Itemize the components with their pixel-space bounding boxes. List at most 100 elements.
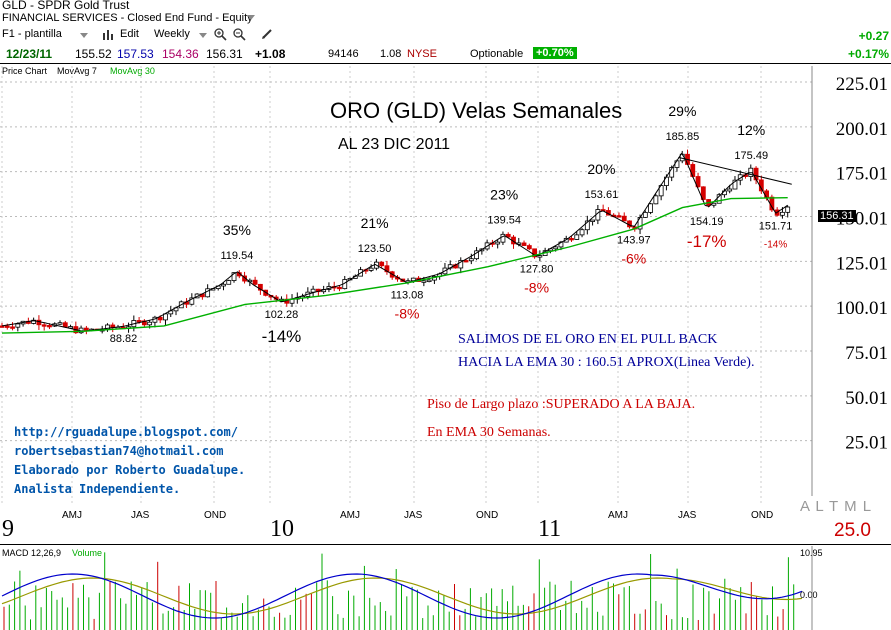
category-bar: FINANCIAL SERVICES - Closed End Fund - E… bbox=[0, 12, 891, 25]
chart-label-gain: 20% bbox=[587, 161, 615, 177]
candle-body bbox=[500, 233, 506, 243]
chart-label-loss: -8% bbox=[395, 306, 420, 322]
candle-body bbox=[136, 320, 142, 323]
period-dropdown-icon[interactable] bbox=[199, 33, 207, 39]
candle-body bbox=[368, 267, 374, 271]
candle-body bbox=[226, 280, 232, 285]
footer-email[interactable]: robertsebastian74@hotmail.com bbox=[14, 444, 224, 458]
template-select[interactable]: F1 - plantilla bbox=[2, 28, 62, 40]
candle-body bbox=[147, 321, 153, 326]
candle-body bbox=[41, 324, 47, 327]
candle-body bbox=[379, 261, 385, 267]
x-tick-label: AMJ bbox=[608, 510, 628, 521]
candle-body bbox=[83, 327, 89, 331]
quote-bar: 12/23/11 155.52 157.53 154.36 156.31 +1.… bbox=[0, 47, 891, 61]
y-tick-label: 100.01 bbox=[836, 298, 888, 319]
candle-body bbox=[384, 265, 390, 273]
y-tick-label: 175.01 bbox=[836, 164, 888, 185]
legend-price-chart: Price Chart bbox=[2, 66, 48, 76]
candle-body bbox=[15, 323, 21, 328]
quote-exchange: NYSE bbox=[407, 48, 437, 60]
quote-high: 157.53 bbox=[117, 47, 154, 61]
chart-label-price: 151.71 bbox=[759, 220, 793, 232]
candle-body bbox=[695, 176, 701, 188]
chart-label-loss_black: -14% bbox=[262, 327, 302, 346]
chart-title: ORO (GLD) Velas Semanales bbox=[330, 98, 623, 123]
y-axis: 225.01200.01175.01150.01125.01100.0175.0… bbox=[811, 66, 888, 496]
pct-change-badge: +0.70% bbox=[533, 47, 577, 59]
red-note-2: En EMA 30 Semanas. bbox=[427, 425, 551, 440]
bar-chart-icon[interactable] bbox=[102, 29, 116, 40]
change-abs: +0.27 bbox=[858, 29, 889, 43]
category-label: FINANCIAL SERVICES - Closed End Fund - E… bbox=[2, 12, 253, 24]
candle-body bbox=[310, 288, 316, 293]
quote-low: 154.36 bbox=[162, 47, 199, 61]
chart-grid bbox=[0, 66, 812, 506]
zoom-in-icon[interactable] bbox=[214, 28, 227, 41]
candle-body bbox=[621, 215, 627, 222]
quote-date: 12/23/11 bbox=[6, 47, 53, 61]
chart-labels: 88.82 119.54 35% 102.28 -14% 123.50 21% 113.08 -… bbox=[110, 103, 793, 346]
header-divider bbox=[0, 63, 891, 64]
candle-body bbox=[252, 279, 258, 285]
quote-volume: 94146 bbox=[328, 48, 359, 60]
candle-body bbox=[10, 326, 15, 329]
candle-body bbox=[0, 325, 5, 328]
chart-label-loss: -6% bbox=[621, 250, 646, 266]
candle-body bbox=[653, 195, 659, 205]
x-tick-label: OND bbox=[751, 510, 773, 521]
y-tick-label: 225.01 bbox=[836, 74, 888, 95]
candle-body bbox=[553, 246, 559, 250]
chart-label-price: 123.50 bbox=[358, 243, 392, 255]
chart-label-price: 143.97 bbox=[617, 234, 651, 246]
x-tick-label: OND bbox=[476, 510, 498, 521]
candle-body bbox=[648, 203, 653, 213]
toolbar: F1 - plantilla Edit Weekly +0.27 bbox=[0, 27, 891, 43]
chart-label-price: 139.54 bbox=[487, 214, 521, 226]
candle-body bbox=[468, 258, 474, 262]
candle-body bbox=[426, 279, 432, 282]
template-dropdown-icon[interactable] bbox=[80, 33, 88, 39]
edit-button[interactable]: Edit bbox=[120, 28, 139, 40]
macd-signal-line bbox=[1, 577, 803, 615]
footer-url[interactable]: http://rguadalupe.blogspot.com/ bbox=[14, 425, 238, 439]
period-select[interactable]: Weekly bbox=[154, 28, 190, 40]
y-tick-label: 75.01 bbox=[845, 343, 888, 364]
candle-body bbox=[590, 219, 595, 222]
y-tick-label: 125.01 bbox=[836, 253, 888, 274]
candle-body bbox=[574, 234, 580, 240]
chart-label-price: 88.82 bbox=[110, 333, 138, 345]
candle-body bbox=[532, 248, 537, 258]
candle-body bbox=[458, 260, 464, 269]
category-dropdown-icon[interactable] bbox=[247, 15, 255, 21]
chart-label-price: 154.19 bbox=[690, 216, 724, 228]
price-chart: 225.01200.01175.01150.01125.01100.0175.0… bbox=[0, 66, 888, 542]
bottom-right-value: 25.0 bbox=[834, 520, 871, 541]
bottom-right-letters: A L T M L bbox=[800, 498, 873, 515]
candle-body bbox=[616, 215, 622, 218]
candle-body bbox=[231, 272, 237, 281]
chart-lines bbox=[1, 152, 792, 334]
trend-line bbox=[678, 156, 792, 185]
macd-lines bbox=[1, 573, 803, 619]
candle-body bbox=[505, 233, 511, 238]
chart-label-price: 127.80 bbox=[520, 263, 554, 275]
pencil-icon[interactable] bbox=[261, 28, 273, 40]
y-tick-label: 25.01 bbox=[845, 433, 888, 454]
chart-label-loss_big: -17% bbox=[687, 232, 727, 251]
macd-tick-label: 10.95 bbox=[800, 548, 823, 558]
x-tick-label: JAS bbox=[404, 510, 423, 521]
zoom-out-icon[interactable] bbox=[233, 28, 246, 41]
x-tick-label: 10 bbox=[270, 516, 294, 542]
candle-body bbox=[221, 283, 226, 287]
footer-role: Analista Independiente. bbox=[14, 482, 181, 496]
red-note-1: Piso de Largo plazo :SUPERADO A LA BAJA. bbox=[427, 397, 696, 412]
chart-label-price: 119.54 bbox=[220, 250, 253, 262]
candle-body bbox=[732, 179, 738, 190]
candle-body bbox=[579, 229, 585, 236]
optionable-label: Optionable bbox=[470, 48, 524, 60]
candle-body bbox=[521, 242, 527, 246]
candle-body bbox=[257, 283, 263, 291]
candle-body bbox=[727, 188, 733, 192]
candle-body bbox=[690, 164, 696, 177]
